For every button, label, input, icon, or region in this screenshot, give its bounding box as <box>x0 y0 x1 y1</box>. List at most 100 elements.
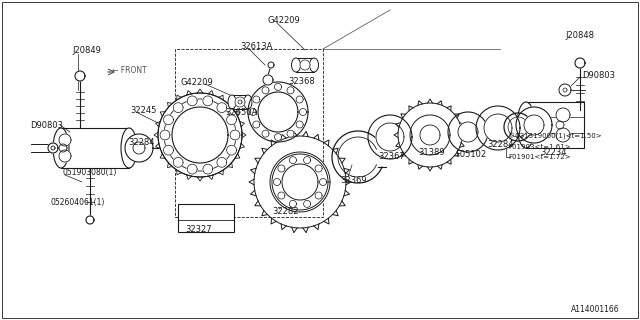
Polygon shape <box>368 115 412 159</box>
Polygon shape <box>59 144 67 152</box>
Polygon shape <box>59 134 71 146</box>
Polygon shape <box>262 87 269 94</box>
Text: 32613A: 32613A <box>240 42 273 51</box>
Text: 32284: 32284 <box>128 138 154 147</box>
Bar <box>175 49 323 217</box>
Polygon shape <box>289 156 296 164</box>
Bar <box>178 204 234 232</box>
Polygon shape <box>253 121 260 128</box>
Text: 32367: 32367 <box>378 151 404 161</box>
Text: 052604061(1): 052604061(1) <box>50 197 104 206</box>
Polygon shape <box>484 114 512 142</box>
Polygon shape <box>556 108 570 122</box>
Ellipse shape <box>53 128 69 168</box>
Bar <box>61 128 129 168</box>
Polygon shape <box>248 82 308 142</box>
Polygon shape <box>133 142 145 154</box>
Polygon shape <box>125 134 153 162</box>
Polygon shape <box>448 112 488 152</box>
Text: J20849: J20849 <box>72 45 101 54</box>
Polygon shape <box>410 115 450 155</box>
Text: ©031319000(1)<t=1.50>: ©031319000(1)<t=1.50> <box>508 132 602 140</box>
Polygon shape <box>270 152 330 212</box>
Polygon shape <box>48 143 58 153</box>
Polygon shape <box>476 106 520 150</box>
Text: 32245: 32245 <box>130 106 156 115</box>
Text: J20848: J20848 <box>565 30 594 39</box>
Polygon shape <box>287 87 294 94</box>
Ellipse shape <box>121 128 137 168</box>
Polygon shape <box>272 154 328 210</box>
Polygon shape <box>253 96 260 103</box>
Polygon shape <box>217 103 227 113</box>
Polygon shape <box>289 200 296 207</box>
Polygon shape <box>164 99 236 171</box>
Polygon shape <box>203 96 212 106</box>
Polygon shape <box>238 100 242 104</box>
Polygon shape <box>575 58 585 68</box>
Text: F05102: F05102 <box>455 149 486 158</box>
Polygon shape <box>315 165 322 172</box>
Text: 32282: 32282 <box>272 207 298 217</box>
Polygon shape <box>300 60 310 70</box>
Polygon shape <box>273 179 280 186</box>
Polygon shape <box>268 62 274 68</box>
Polygon shape <box>556 121 564 129</box>
Text: D90803: D90803 <box>30 121 63 130</box>
Polygon shape <box>86 216 94 224</box>
Polygon shape <box>296 121 303 128</box>
Polygon shape <box>173 157 183 167</box>
Polygon shape <box>556 128 570 142</box>
Text: A114001166: A114001166 <box>572 306 620 315</box>
Polygon shape <box>263 75 273 85</box>
Polygon shape <box>227 115 236 125</box>
Polygon shape <box>230 130 240 140</box>
Ellipse shape <box>310 58 319 72</box>
Text: F01901<t=1.72>: F01901<t=1.72> <box>508 154 570 160</box>
Text: 32284: 32284 <box>487 140 513 148</box>
Polygon shape <box>516 107 552 143</box>
Polygon shape <box>563 88 567 92</box>
Polygon shape <box>203 164 212 174</box>
Text: 32368: 32368 <box>288 76 315 85</box>
Polygon shape <box>458 122 478 142</box>
Polygon shape <box>164 115 173 125</box>
Polygon shape <box>524 115 544 135</box>
Polygon shape <box>250 108 257 116</box>
Polygon shape <box>303 200 310 207</box>
Polygon shape <box>275 133 282 140</box>
Polygon shape <box>59 150 71 162</box>
Polygon shape <box>278 192 285 199</box>
Text: F01903<t=1.61>: F01903<t=1.61> <box>508 144 571 150</box>
Polygon shape <box>275 84 282 91</box>
Polygon shape <box>235 97 245 107</box>
Polygon shape <box>376 123 404 151</box>
Ellipse shape <box>291 58 301 72</box>
Polygon shape <box>303 156 310 164</box>
Polygon shape <box>51 146 55 150</box>
Polygon shape <box>300 108 307 116</box>
Polygon shape <box>287 130 294 137</box>
Polygon shape <box>188 96 197 106</box>
Polygon shape <box>227 145 236 155</box>
Text: G42209: G42209 <box>180 77 212 86</box>
Polygon shape <box>75 71 85 81</box>
Polygon shape <box>559 84 571 96</box>
Text: G42209: G42209 <box>267 15 300 25</box>
Text: 32369: 32369 <box>340 175 367 185</box>
Polygon shape <box>173 103 183 113</box>
Polygon shape <box>160 130 170 140</box>
Text: 32327: 32327 <box>185 226 212 235</box>
Polygon shape <box>217 157 227 167</box>
Bar <box>526 102 584 148</box>
Text: 32234: 32234 <box>540 148 566 156</box>
Polygon shape <box>164 145 173 155</box>
Text: 051903080(1): 051903080(1) <box>62 167 116 177</box>
Text: 31389: 31389 <box>418 148 445 156</box>
Polygon shape <box>188 164 197 174</box>
Polygon shape <box>278 165 285 172</box>
Ellipse shape <box>244 95 252 109</box>
Ellipse shape <box>517 102 535 148</box>
Polygon shape <box>319 179 326 186</box>
Polygon shape <box>262 130 269 137</box>
